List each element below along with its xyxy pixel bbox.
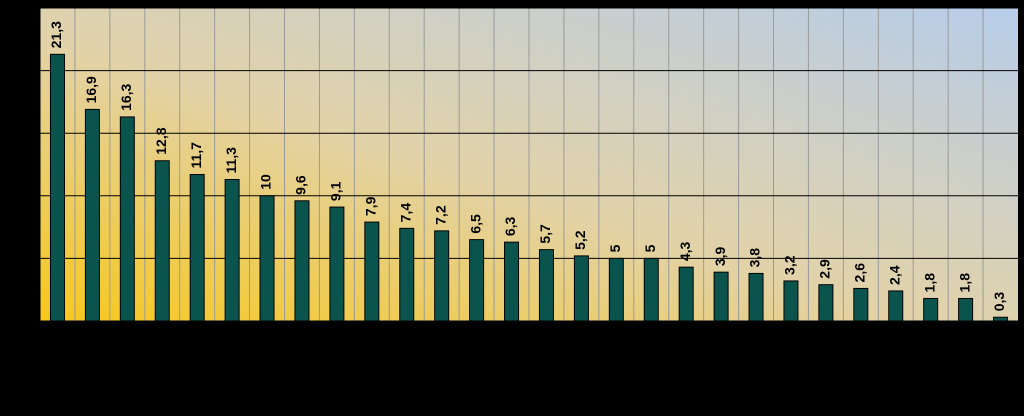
bar	[853, 287, 869, 322]
bar	[259, 195, 275, 322]
bar	[573, 255, 589, 322]
bar	[189, 174, 205, 322]
bar	[888, 290, 904, 322]
bar	[713, 271, 729, 322]
data-label: 2,6	[852, 263, 868, 283]
data-label: 11,7	[188, 142, 204, 169]
data-label: 3,8	[747, 248, 763, 268]
bar	[783, 280, 799, 322]
data-label: 1,8	[921, 273, 937, 293]
data-label: 21,3	[48, 21, 64, 48]
data-label: 10	[258, 174, 274, 190]
bar	[818, 284, 834, 322]
bar	[993, 316, 1009, 322]
data-label: 7,9	[363, 196, 379, 216]
bar	[364, 221, 380, 322]
bar	[399, 227, 415, 322]
bar	[678, 266, 694, 322]
bar	[608, 257, 624, 322]
data-label: 2,4	[886, 265, 902, 285]
bar	[329, 206, 345, 322]
data-label: 4,3	[677, 241, 693, 261]
bar	[923, 297, 939, 322]
data-label: 11,3	[223, 147, 239, 174]
data-label: 2,9	[817, 259, 833, 279]
bar	[748, 272, 764, 322]
data-label: 6,5	[467, 214, 483, 234]
bar	[958, 297, 974, 322]
bar	[119, 116, 135, 322]
bar	[538, 249, 554, 322]
data-label: 7,2	[432, 205, 448, 225]
data-label: 16,9	[83, 76, 99, 103]
data-label: 5	[607, 244, 623, 252]
data-label: 6,3	[502, 216, 518, 236]
bar	[154, 160, 170, 322]
data-label: 0,3	[991, 292, 1007, 312]
data-label: 9,6	[293, 175, 309, 195]
bar	[434, 230, 450, 322]
data-label: 5,7	[537, 224, 553, 244]
data-label: 3,9	[712, 246, 728, 266]
bar	[84, 108, 100, 322]
bar	[469, 239, 485, 322]
data-label: 5,2	[572, 230, 588, 250]
bar	[224, 179, 240, 322]
data-label: 9,1	[328, 181, 344, 201]
data-label: 12,8	[153, 127, 169, 154]
data-label: 1,8	[956, 273, 972, 293]
data-label: 7,4	[397, 203, 413, 223]
data-label: 3,2	[782, 255, 798, 275]
bar	[49, 53, 65, 322]
data-label: 16,3	[118, 83, 134, 110]
data-label: 5	[642, 244, 658, 252]
bar	[294, 200, 310, 322]
bar	[504, 241, 520, 322]
bar	[643, 257, 659, 322]
